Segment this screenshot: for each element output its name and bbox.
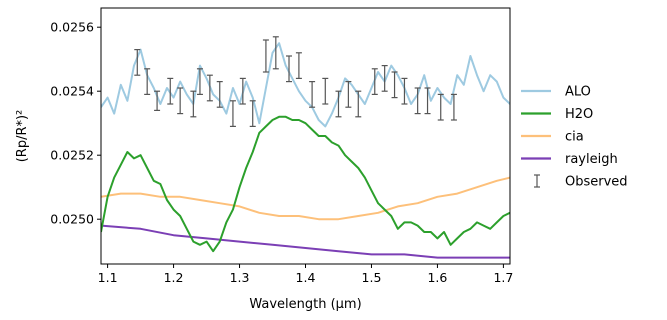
x-tick-label: 1.6: [427, 270, 447, 285]
series-layer: [101, 42, 510, 259]
observed-point: [286, 55, 293, 83]
y-tick-label: 0.0256: [50, 20, 94, 35]
observed-point: [134, 48, 141, 76]
tick-layer: 1.1 1.2 1.3 1.4 1.5 1.6 1.7 0.0250 0.0252 0.0254 0…: [50, 20, 513, 285]
observed-point: [249, 100, 256, 128]
legend-item-rayleigh: rayleigh: [521, 152, 618, 167]
legend-item-alo: ALO: [521, 85, 591, 100]
observed-point: [177, 87, 184, 115]
x-tick-label: 1.4: [296, 270, 316, 285]
observed-point: [355, 90, 362, 118]
series-line-alo: [101, 42, 510, 128]
observed-point: [309, 80, 316, 108]
x-tick-label: 1.7: [493, 270, 513, 285]
observed-point: [216, 80, 223, 108]
series-line-h2o: [101, 115, 510, 253]
observed-point: [401, 77, 408, 105]
observed-point: [391, 71, 398, 99]
observed-point: [154, 90, 161, 112]
observed-point: [345, 80, 352, 108]
observed-point: [272, 36, 279, 70]
series-line-rayleigh: [101, 224, 510, 259]
y-tick-label: 0.0252: [50, 148, 94, 163]
observed-point: [190, 90, 197, 118]
observed-point: [239, 77, 246, 105]
x-tick-label: 1.5: [362, 270, 382, 285]
observed-point: [381, 64, 388, 92]
observed-point: [229, 100, 236, 128]
plot-frame: [100, 7, 511, 265]
legend-label: rayleigh: [565, 152, 618, 167]
y-tick-label: 0.0250: [50, 212, 94, 227]
legend-label: ALO: [565, 85, 591, 100]
observed-point: [450, 93, 457, 121]
series-line-cia: [101, 176, 510, 221]
observed-errorbars: [134, 36, 457, 128]
observed-point: [144, 68, 151, 96]
legend: ALO H2O cia rayleigh Observed: [521, 85, 628, 190]
legend-label: cia: [565, 130, 584, 145]
observed-point: [371, 68, 378, 96]
x-tick-label: 1.1: [98, 270, 118, 285]
observed-point: [322, 77, 329, 105]
observed-point: [335, 90, 342, 118]
observed-point: [262, 39, 269, 73]
observed-point: [167, 77, 174, 105]
x-tick-label: 1.3: [230, 270, 250, 285]
legend-item-cia: cia: [521, 130, 584, 145]
y-axis-label: (Rp/R*)²: [15, 110, 30, 163]
observed-point: [295, 52, 302, 80]
observed-point: [196, 68, 203, 96]
x-axis-label: Wavelength (μm): [249, 297, 361, 312]
observed-point: [414, 87, 421, 115]
legend-label: H2O: [565, 107, 593, 122]
legend-label: Observed: [565, 175, 628, 190]
observed-point: [437, 93, 444, 121]
observed-point: [424, 87, 431, 115]
plot-area: [101, 36, 510, 259]
legend-item-observed: Observed: [534, 174, 628, 190]
legend-item-h2o: H2O: [521, 107, 593, 122]
observed-point: [206, 74, 213, 102]
y-tick-label: 0.0254: [50, 84, 94, 99]
x-tick-label: 1.2: [164, 270, 184, 285]
